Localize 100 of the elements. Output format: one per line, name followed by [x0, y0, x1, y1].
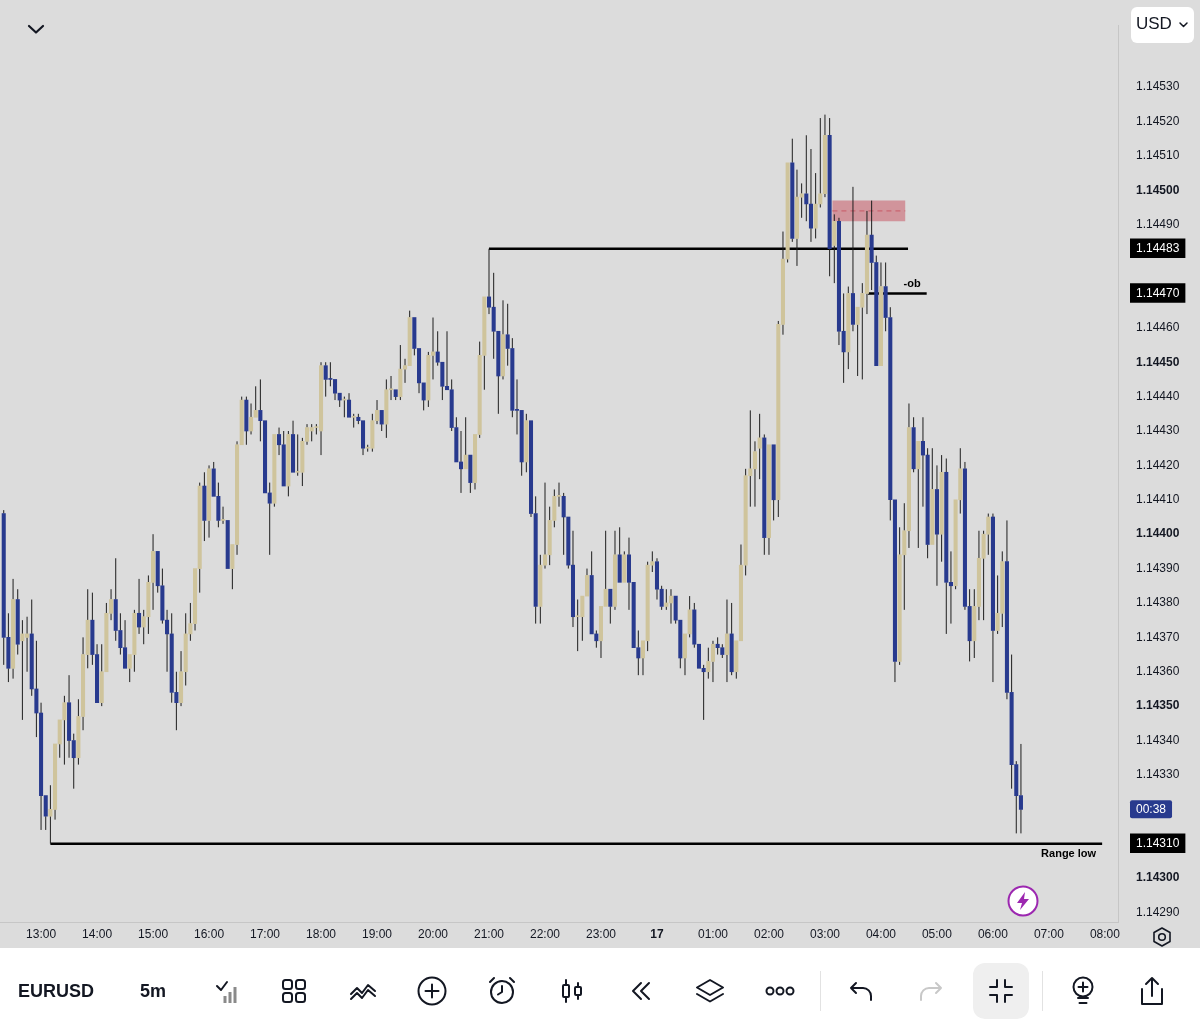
candlestick	[1, 509, 6, 666]
candlestick	[799, 182, 804, 219]
candlestick	[1000, 550, 1005, 628]
candlestick	[67, 674, 72, 759]
x-tick-label: 04:00	[865, 927, 897, 942]
candlestick	[794, 169, 799, 267]
candlestick	[291, 420, 296, 473]
candlestick	[286, 430, 291, 497]
candlestick	[911, 416, 916, 473]
candlestick	[29, 599, 34, 697]
candlestick	[323, 361, 328, 398]
candlestick	[706, 647, 711, 680]
candlestick	[225, 520, 230, 569]
candlestick	[813, 172, 818, 239]
x-tick-label: 08:00	[1089, 927, 1121, 942]
candlestick	[729, 602, 734, 676]
candlestick	[682, 633, 688, 676]
candlestick	[990, 513, 995, 683]
candlestick	[393, 389, 398, 401]
candlestick	[57, 719, 62, 759]
y-tick-label: 1.14350	[1136, 698, 1180, 713]
y-tick-label: 1.14290	[1136, 904, 1180, 919]
y-tick-label: 1.14500	[1136, 182, 1180, 197]
candlestick	[398, 344, 403, 401]
candlestick	[207, 464, 212, 539]
candlestick	[11, 578, 16, 680]
candlestick	[687, 595, 692, 638]
y-tick-label: 1.14390	[1136, 560, 1180, 575]
candlestick	[1018, 743, 1023, 834]
candlestick	[757, 413, 762, 480]
candlestick	[584, 568, 590, 597]
y-tick-label: 1.14520	[1136, 113, 1180, 128]
candlestick	[39, 702, 44, 831]
x-tick-label: 05:00	[921, 927, 953, 942]
candlestick	[752, 440, 758, 508]
x-tick-label: 23:00	[585, 927, 617, 942]
candlestick	[165, 609, 170, 673]
candlestick	[468, 454, 473, 494]
candlestick	[790, 138, 795, 243]
text: 00:38	[1136, 802, 1167, 817]
candlestick	[272, 434, 277, 508]
candlestick	[370, 413, 375, 453]
candlestick	[622, 550, 627, 583]
candlestick	[132, 609, 137, 673]
candlestick	[608, 588, 613, 625]
y-tick-label: 1.14400	[1136, 526, 1180, 541]
candlestick	[710, 640, 716, 683]
candlestick	[524, 413, 529, 473]
x-tick-label: 21:00	[473, 927, 505, 942]
candlestick	[379, 410, 384, 432]
candlestick	[281, 430, 286, 487]
candlestick	[673, 595, 678, 625]
x-tick-label: 13:00	[26, 927, 57, 942]
candlestick	[771, 444, 776, 521]
x-tick-label: 06:00	[977, 927, 1009, 942]
y-axis-title: USD	[1136, 14, 1172, 34]
candlestick	[34, 640, 39, 738]
x-tick-label: 07:00	[1033, 927, 1065, 942]
x-tick-label: 18:00	[306, 927, 337, 942]
candlestick	[715, 636, 720, 656]
candlestick	[664, 588, 669, 611]
candlestick	[267, 482, 272, 556]
candlestick	[309, 423, 314, 442]
dropdown-button: USD	[1131, 7, 1194, 43]
candlestick	[202, 471, 207, 542]
candlestick	[137, 578, 142, 635]
candlestick	[724, 599, 730, 683]
candlestick	[939, 454, 944, 563]
y-tick-label: 1.14360	[1136, 664, 1180, 679]
y-tick-label: 1.14310	[1136, 836, 1180, 851]
candlestick	[575, 599, 580, 652]
y-tick-label: 1.14483	[1136, 241, 1180, 256]
candlestick	[561, 492, 566, 556]
candlestick	[594, 629, 599, 649]
candlestick	[678, 619, 683, 669]
candlestick	[785, 162, 790, 263]
candlestick	[920, 416, 925, 508]
y-tick-label: 1.14450	[1136, 354, 1180, 369]
candlestick	[510, 337, 515, 418]
candlestick	[766, 444, 772, 556]
candlestick	[580, 595, 585, 642]
candlestick	[589, 550, 594, 635]
x-tick-label: 14:00	[82, 927, 113, 942]
y-tick-label: 1.14430	[1136, 423, 1180, 438]
candlestick	[463, 416, 468, 470]
candlestick	[249, 403, 254, 435]
candlestick	[850, 186, 855, 332]
candlestick	[384, 378, 389, 439]
text: 5m	[140, 980, 167, 1002]
candlestick	[864, 210, 869, 315]
x-tick-label: 03:00	[809, 927, 841, 942]
candlestick	[846, 286, 851, 370]
candlestick	[650, 550, 655, 573]
y-tick-label: 1.14420	[1136, 457, 1180, 472]
candlestick	[426, 351, 431, 408]
y-tick-label: 1.14410	[1136, 492, 1180, 507]
x-tick-label: 02:00	[753, 927, 785, 942]
candlestick	[20, 619, 25, 721]
y-tick-label: 1.14380	[1136, 595, 1180, 610]
y-tick-label: 1.14300	[1136, 870, 1180, 885]
